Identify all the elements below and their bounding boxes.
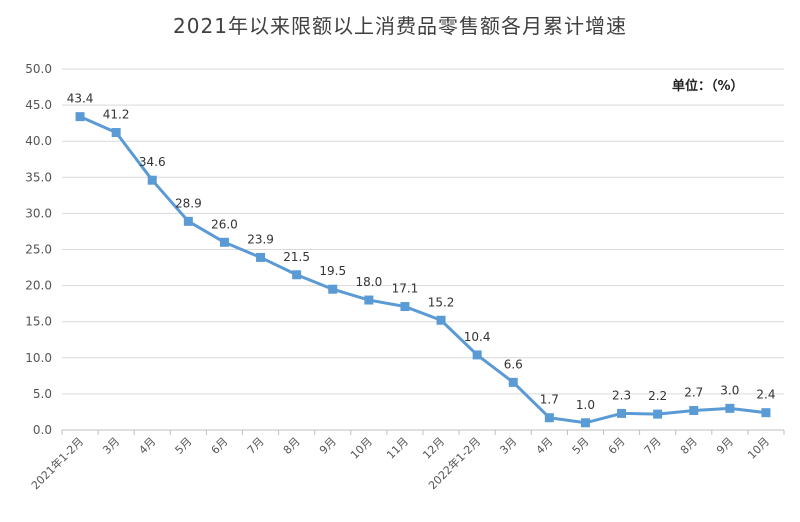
data-point: [472, 350, 482, 360]
series-group: [75, 112, 771, 428]
x-tick-label: 8月: [281, 435, 303, 457]
data-label: 15.2: [428, 295, 455, 309]
data-label: 2.7: [684, 386, 703, 400]
x-tick-label: 10月: [745, 435, 772, 462]
data-label: 21.5: [283, 250, 310, 264]
data-label: 2.4: [756, 388, 775, 402]
data-point: [111, 128, 121, 138]
data-point: [292, 270, 302, 280]
data-point: [725, 403, 735, 413]
y-tick-label: 30.0: [25, 206, 52, 220]
y-tick-label: 25.0: [25, 243, 52, 257]
data-label: 1.0: [576, 398, 595, 412]
y-tick-label: 35.0: [25, 170, 52, 184]
y-tick-label: 5.0: [33, 387, 52, 401]
x-tick-label: 3月: [100, 435, 122, 457]
data-label: 1.7: [540, 393, 559, 407]
data-point: [256, 252, 266, 262]
data-label: 26.0: [211, 217, 238, 231]
x-tick-label: 4月: [136, 435, 158, 457]
data-point: [761, 408, 771, 418]
x-tick-label: 10月: [348, 435, 375, 462]
x-tick-label: 7月: [642, 435, 664, 457]
data-label: 3.0: [720, 383, 739, 397]
data-point: [75, 112, 85, 122]
data-point: [328, 284, 338, 294]
y-tick-label: 10.0: [25, 351, 52, 365]
x-tick-label: 8月: [678, 435, 700, 457]
x-tick-label: 7月: [245, 435, 267, 457]
chart-title: 2021年以来限额以上消费品零售额各月累计增速: [173, 14, 627, 38]
y-tick-label: 0.0: [33, 423, 52, 437]
data-label: 19.5: [319, 264, 346, 278]
y-tick-label: 45.0: [25, 98, 52, 112]
x-tick-label: 5月: [173, 435, 195, 457]
y-tick-label: 40.0: [25, 134, 52, 148]
data-point: [400, 302, 410, 312]
data-label: 23.9: [247, 232, 274, 246]
series-line: [79, 115, 767, 425]
data-label: 28.9: [175, 196, 202, 210]
x-tick-label: 9月: [317, 435, 339, 457]
y-tick-label: 20.0: [25, 279, 52, 293]
data-labels: 43.4 41.2 34.6 28.9 26.0 23.9 21.5 19.5 18.0 17.1…: [67, 92, 776, 412]
data-point: [689, 406, 699, 416]
x-tick-label: 4月: [534, 435, 556, 457]
data-label: 18.0: [355, 275, 382, 289]
grid-lines: [62, 68, 784, 395]
data-point: [580, 418, 590, 428]
y-tick-label: 50.0: [25, 62, 52, 76]
data-point: [436, 315, 446, 325]
data-point: [508, 377, 518, 387]
unit-label: 单位：（%）: [672, 79, 744, 94]
data-label: 2.3: [612, 388, 631, 402]
data-label: 41.2: [103, 108, 130, 122]
data-label: 6.6: [504, 357, 523, 371]
data-label: 17.1: [392, 282, 419, 296]
x-tick-label: 3月: [497, 435, 519, 457]
x-tick-label: 9月: [714, 435, 736, 457]
data-point: [183, 216, 193, 226]
x-tick-label: 6月: [209, 435, 231, 457]
x-tick-label: 6月: [606, 435, 628, 457]
x-tick-label: 12月: [420, 435, 447, 462]
y-tick-label: 15.0: [25, 315, 52, 329]
y-axis: 0.0 5.0 10.0 15.0 20.0 25.0 30.0 35.0 40.0 45.0 50…: [25, 62, 52, 437]
data-label: 43.4: [67, 92, 94, 106]
data-point: [364, 295, 374, 305]
data-point: [653, 409, 663, 419]
data-point: [617, 408, 627, 418]
x-axis: 2021年1-2月 3月 4月 5月 6月 7月 8月 9月 10月 11月 12月2022年1-2…: [28, 429, 785, 492]
data-label: 2.2: [648, 389, 667, 403]
data-point: [219, 237, 229, 247]
x-tick-label: 2021年1-2月: [28, 434, 86, 492]
data-label: 34.6: [139, 155, 166, 169]
data-label: 10.4: [464, 330, 491, 344]
data-point: [147, 175, 157, 185]
x-tick-label: 11月: [384, 435, 411, 462]
data-point: [544, 413, 554, 423]
x-tick-label: 5月: [570, 435, 592, 457]
